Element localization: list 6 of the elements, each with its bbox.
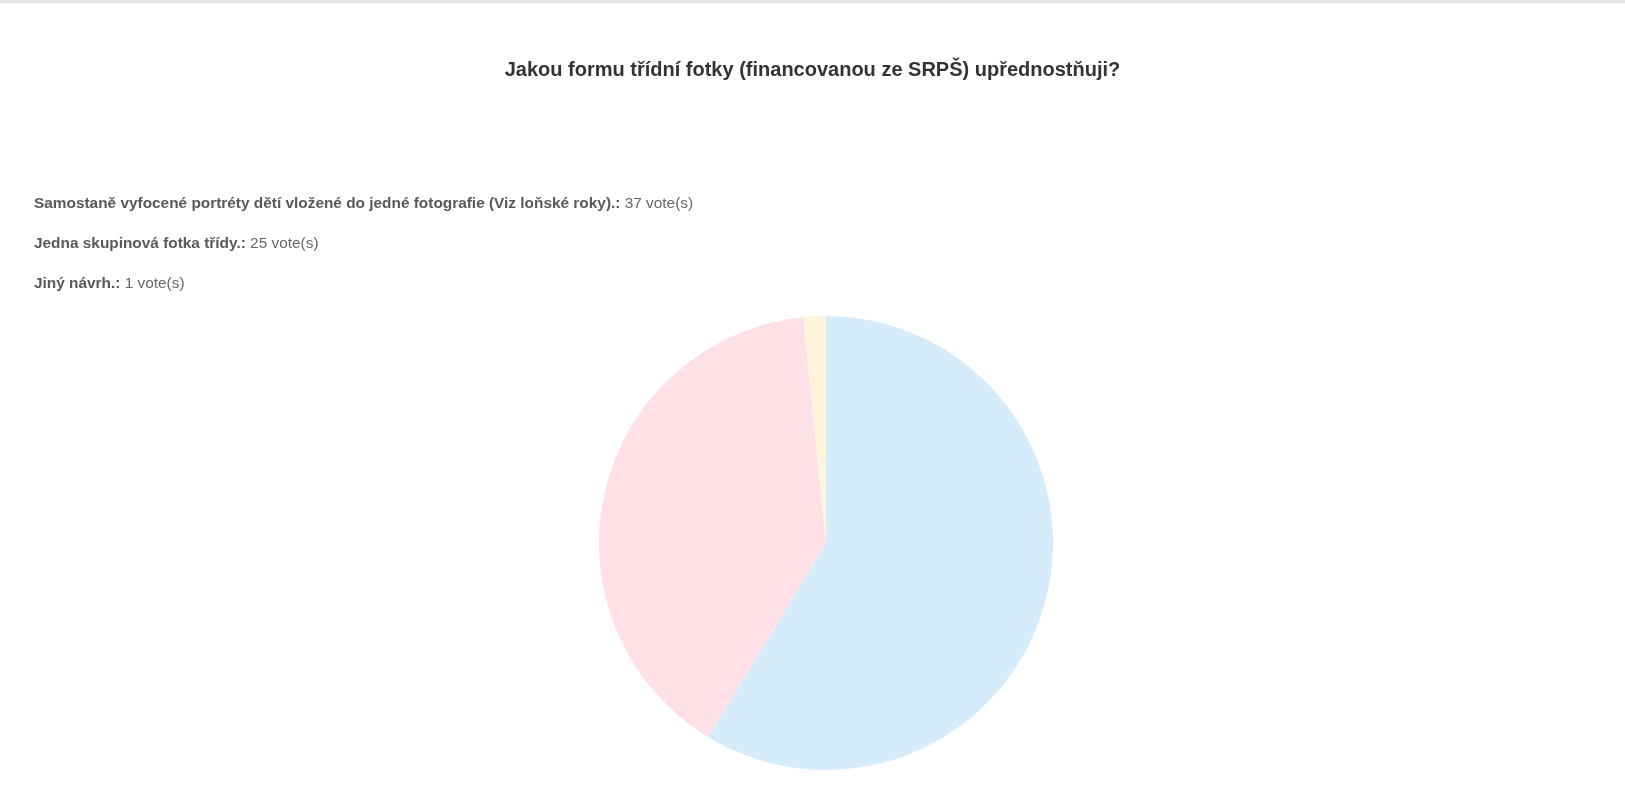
- pie-slice: [708, 316, 1053, 770]
- text: Samostaně vyfocené portréty dětí vložené do jedné fotografie (Viz loňské roky).: 37 vote(s): [34, 194, 694, 211]
- text: Jedna skupinová fotka třídy.: 25 vote(s): [34, 234, 319, 251]
- text: Jiný návrh.: 1 vote(s): [34, 274, 185, 291]
- pie-slice: [599, 317, 826, 737]
- chart-title: Jakou formu třídní fotky (financovanou ze SRPŠ) upřednostňuji?: [503, 56, 1122, 82]
